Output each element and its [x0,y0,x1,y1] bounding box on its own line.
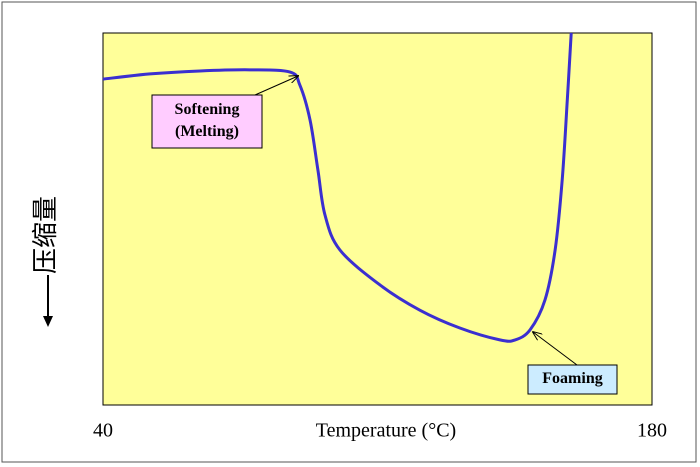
annotation-text: (Melting) [175,123,239,140]
annotation-arrow [533,332,578,366]
plot-area [102,32,653,406]
annotation-box [527,364,618,395]
arrow-head [43,316,53,327]
y-axis-label: 压缩量 [31,196,60,274]
data-line [102,32,573,343]
annotation-text: Foaming [542,370,602,387]
annotation-arrow [254,76,298,96]
annotation-text: Softening [175,101,240,118]
x-tick-label: 40 [93,420,113,442]
annotation: Softening (Melting) [151,76,298,149]
annotation-box [151,94,263,149]
y-arrow [43,275,53,327]
x-axis-label: Temperature (°C) [316,420,456,442]
x-tick-label: 180 [637,420,667,442]
annotation: Foaming [527,332,618,395]
